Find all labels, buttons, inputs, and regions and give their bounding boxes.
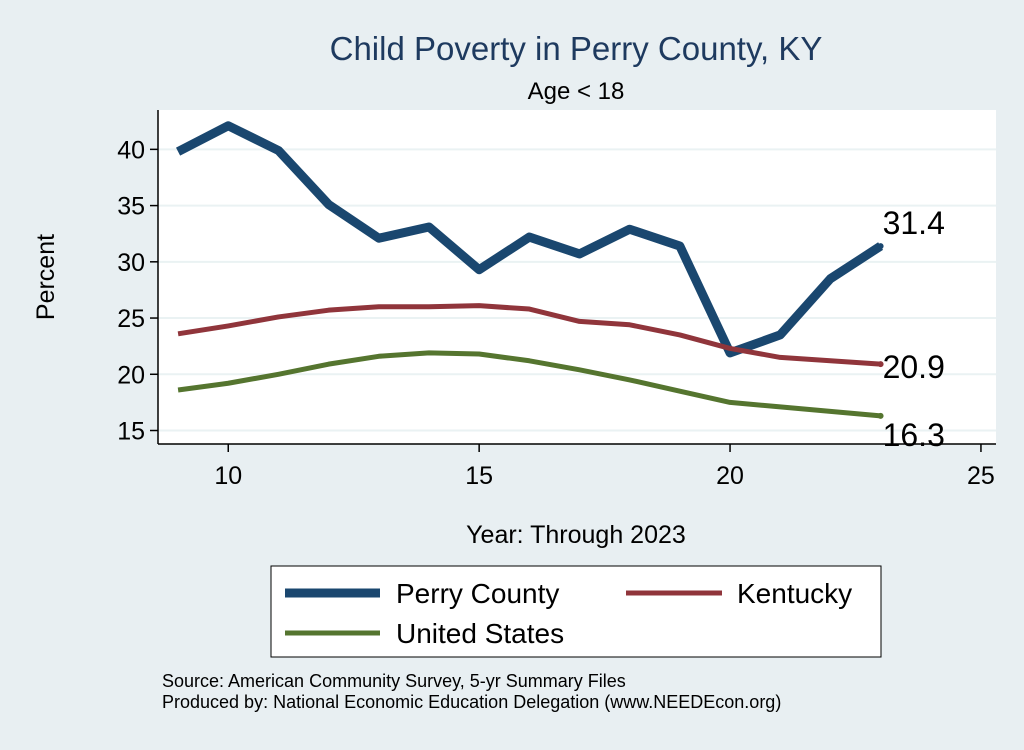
grid-lines <box>158 148 996 432</box>
legend-label-kentucky: Kentucky <box>737 578 852 609</box>
legend-label-united-states: United States <box>396 618 564 649</box>
producer-note: Produced by: National Economic Education… <box>162 692 781 712</box>
x-tick-label-25: 25 <box>967 462 995 490</box>
legend-box <box>270 565 882 658</box>
y-tick-label-25: 25 <box>117 305 145 333</box>
end-label-united-states: 16.3 <box>883 417 945 453</box>
y-axis-label: Percent <box>32 234 60 320</box>
end-label-perry-county: 31.4 <box>883 205 945 241</box>
axes: 15 20 25 30 35 40 10 15 20 25 <box>117 110 996 490</box>
chart-title: Child Poverty in Perry County, KY <box>330 30 823 67</box>
end-point-perry-county <box>877 243 884 250</box>
y-tick-label-20: 20 <box>117 361 145 389</box>
y-tick-label-40: 40 <box>117 136 145 164</box>
source-note: Source: American Community Survey, 5-yr … <box>162 671 626 691</box>
legend: Perry County Kentucky United States <box>270 565 882 658</box>
x-tick-label-20: 20 <box>716 462 744 490</box>
series-lines <box>176 121 884 419</box>
end-labels: 31.4 20.9 16.3 <box>883 205 945 453</box>
x-tick-label-10: 10 <box>214 462 242 490</box>
legend-label-perry-county: Perry County <box>396 578 559 609</box>
x-tick-label-15: 15 <box>465 462 493 490</box>
end-label-kentucky: 20.9 <box>883 349 945 385</box>
y-tick-label-35: 35 <box>117 193 145 221</box>
x-axis-label: Year: Through 2023 <box>466 521 686 549</box>
series-line-perry-county <box>176 121 884 358</box>
series-line-kentucky <box>177 303 881 367</box>
end-point-kentucky <box>877 361 884 368</box>
y-tick-label-30: 30 <box>117 249 145 277</box>
series-line-united-states <box>177 350 881 419</box>
y-tick-label-15: 15 <box>117 418 145 446</box>
chart-subtitle: Age < 18 <box>528 78 625 105</box>
end-point-united-states <box>877 412 884 419</box>
